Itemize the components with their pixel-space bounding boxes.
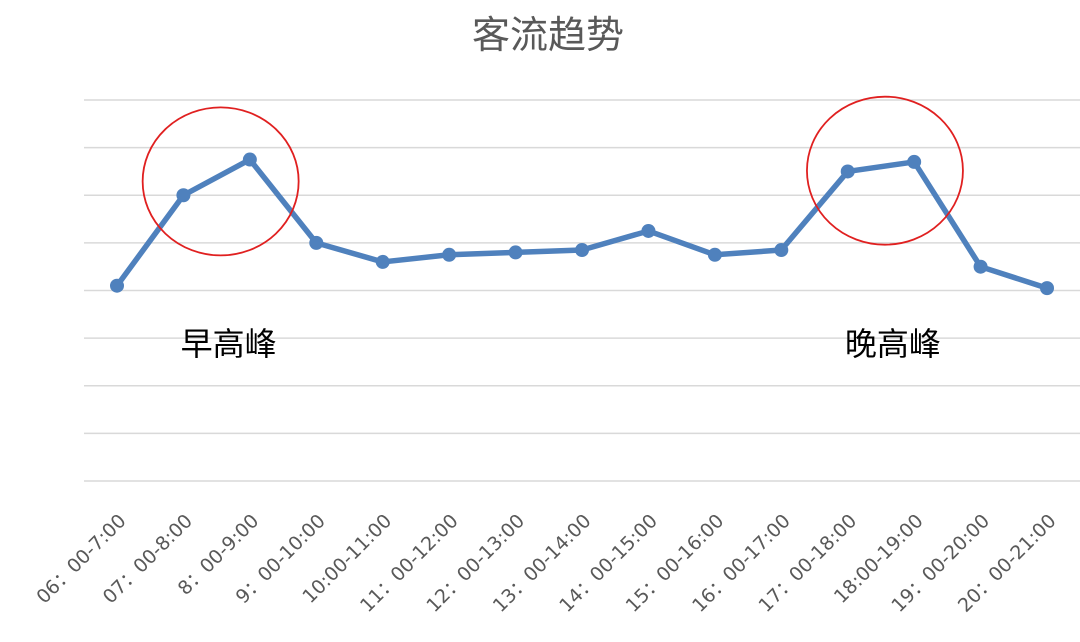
gridlines [84, 99, 1080, 482]
annotation-label: 早高峰 [181, 325, 277, 363]
annotation-circle [141, 106, 300, 257]
data-point [442, 247, 457, 262]
series-line [114, 156, 1050, 291]
data-point [907, 154, 922, 169]
chart-title: 客流趋势 [472, 13, 624, 57]
data-point [1040, 281, 1055, 296]
annotation-circle [806, 95, 964, 246]
data-point [641, 223, 656, 238]
data-point [375, 254, 390, 269]
data-point [110, 278, 124, 293]
data-point [707, 247, 722, 262]
data-point [242, 152, 257, 167]
data-point [973, 259, 988, 274]
data-point [774, 243, 789, 258]
annotation-label: 晚高峰 [845, 325, 941, 363]
x-axis-ticks: 06：00-7:0007：00-8:008：00-9:009：00-10:001… [32, 510, 1060, 617]
data-point [508, 245, 523, 260]
annotations: 早高峰 晚高峰 [141, 95, 964, 363]
data-point [840, 164, 855, 179]
data-point [176, 188, 191, 203]
data-point [309, 235, 324, 250]
series-group [110, 152, 1055, 296]
data-point [575, 243, 590, 258]
